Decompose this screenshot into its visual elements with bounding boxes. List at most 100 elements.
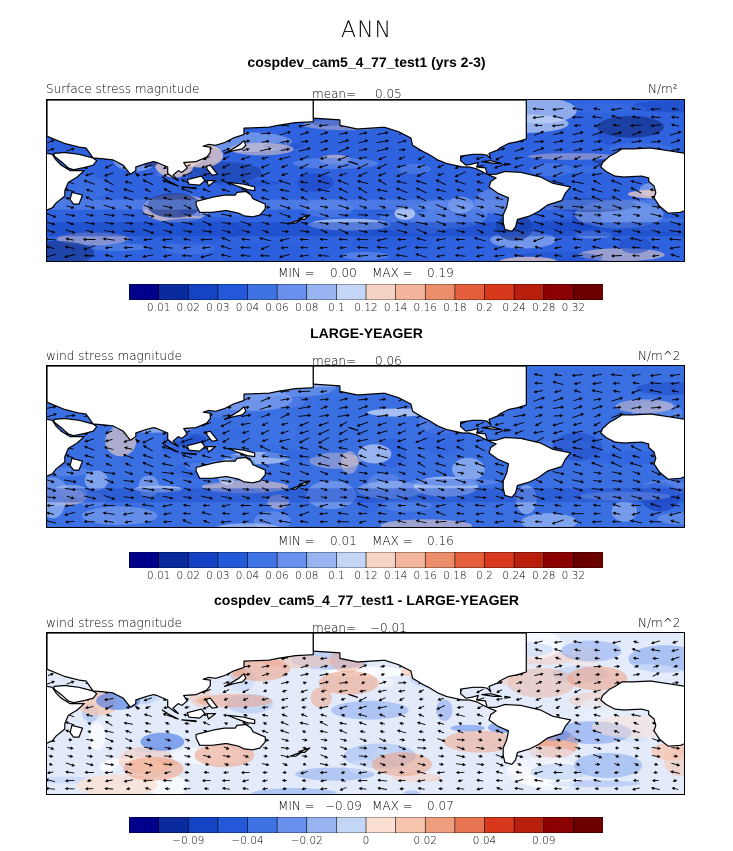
colorbar-swatch [187,552,219,568]
colorbar-swatch [513,284,545,300]
panel1-variable-label: Surface stress magnitude [46,82,200,96]
panel1-mean-value: 0.05 [375,87,402,101]
colorbar-tick-label: 0.24 [502,302,526,314]
colorbar-tick-label: 0.06 [265,570,289,582]
colorbar-tick-label: 0.04 [235,570,260,582]
colorbar-tick-label: 0.08 [295,570,319,582]
panel3-units: N/m^2 [638,616,681,630]
colorbar-tick-label: 0.18 [443,302,467,314]
colorbar-swatch [247,552,278,568]
colorbar-swatch [513,817,545,833]
colorbar-tick-label: 0.32 [561,570,586,582]
colorbar-tick-label: 0.12 [354,302,378,314]
colorbar-tick-label: 0.16 [413,302,437,314]
colorbar-tick-label: 0.01 [146,570,171,582]
panel1-map [46,99,685,262]
colorbar-tick-label: 0.28 [532,570,556,582]
panel3-min-value: −0.09 [325,799,362,813]
colorbar-swatch [306,552,337,568]
panel2-title: LARGE-YEAGER [310,325,423,341]
land-masses [47,633,684,765]
colorbar-tick-label: 0.04 [472,835,497,847]
colorbar-swatch [543,817,574,833]
panel2-colorbar [129,552,603,568]
colorbar-swatch [306,817,337,833]
colorbar-swatch [336,552,367,568]
colorbar-swatch [217,284,249,300]
panel2-max-label: MAX = [372,534,413,548]
colorbar-tick-label: 0.28 [532,302,556,314]
colorbar-swatch [395,817,426,833]
colorbar-tick-label: 0.06 [265,302,289,314]
colorbar-swatch [424,284,456,300]
colorbar-tick-label: 0.16 [413,570,437,582]
colorbar-tick-label: 0.03 [206,570,230,582]
land-masses [47,100,684,232]
colorbar-swatch [543,284,574,300]
colorbar-swatch [187,817,219,833]
colorbar-swatch [306,284,337,300]
colorbar-swatch [365,552,397,568]
colorbar-swatch [395,284,426,300]
colorbar-tick-label: 0.14 [383,570,408,582]
colorbar-tick-label: −0.09 [172,835,205,847]
panel3-mean-label: mean= [312,621,357,635]
colorbar-swatch [454,284,486,300]
colorbar-swatch [158,552,189,568]
colorbar-swatch [424,552,456,568]
colorbar-tick-label: 0.2 [476,302,493,314]
panel3-map [46,632,685,795]
panel3-colorbar [129,817,603,833]
colorbar-tick-label: 0.12 [354,570,378,582]
colorbar-swatch [365,284,397,300]
panel3-mean-value: −0.01 [370,621,407,635]
panel2-min-value: 0.01 [330,534,357,548]
panel3-title: cospdev_cam5_4_77_test1 - LARGE-YEAGER [213,592,520,608]
panel3-max-label: MAX = [372,799,413,813]
colorbar-swatch [336,817,367,833]
colorbar-swatch [573,817,603,833]
colorbar-tick-label: 0 [362,835,370,847]
colorbar-swatch [365,817,397,833]
colorbar-swatch [336,284,367,300]
colorbar-tick-label: 0.18 [443,570,467,582]
colorbar-tick-label: 0.14 [383,302,408,314]
colorbar-tick-label: 0.32 [561,302,586,314]
colorbar-swatch [247,284,278,300]
colorbar-tick-label: 0.24 [502,570,526,582]
panel1-max-label: MAX = [372,266,413,280]
colorbar-swatch [158,817,189,833]
colorbar-tick-label: 0.02 [413,835,437,847]
panel2-map [46,365,685,528]
colorbar-swatch [395,552,426,568]
panel3-variable-label: wind stress magnitude [46,616,183,630]
colorbar-tick-label: −0.02 [290,835,323,847]
panel1-units: N/m² [648,82,678,96]
colorbar-swatch [129,817,160,833]
colorbar-swatch [424,817,456,833]
colorbar-tick-label: −0.04 [231,835,264,847]
colorbar-swatch [573,284,603,300]
panel1-mean-label: mean= [312,87,357,101]
colorbar-swatch [129,284,160,300]
figure-title: ANN [341,18,392,43]
colorbar-tick-label: 0.02 [176,570,200,582]
land-masses [47,366,684,498]
panel2-mean-value: 0.06 [375,354,402,368]
colorbar-swatch [276,552,308,568]
panel1-min-label: MIN = [278,266,315,280]
colorbar-swatch [217,817,249,833]
colorbar-swatch [276,284,308,300]
colorbar-swatch [484,552,515,568]
colorbar-tick-label: 0.04 [235,302,260,314]
colorbar-tick-label: 0.01 [146,302,171,314]
colorbar-swatch [158,284,189,300]
colorbar-tick-label: 0.1 [328,570,345,582]
colorbar-swatch [454,552,486,568]
colorbar-tick-label: 0.2 [476,570,493,582]
panel1-title: cospdev_cam5_4_77_test1 (yrs 2-3) [247,54,486,70]
colorbar-swatch [247,817,278,833]
panel3-max-value: 0.07 [427,799,454,813]
colorbar-swatch [454,817,486,833]
colorbar-swatch [217,552,249,568]
